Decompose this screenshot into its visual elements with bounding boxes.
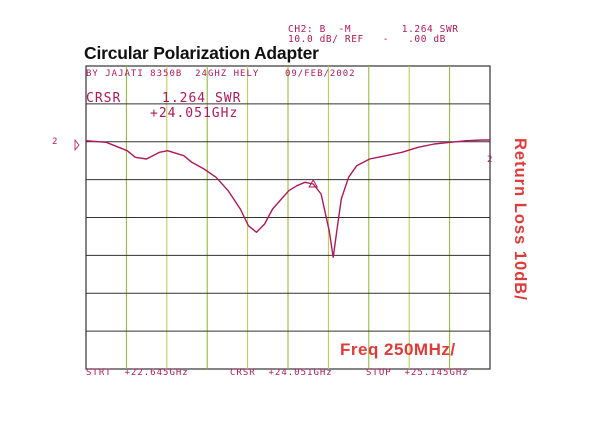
cursor-swr: 1.264 SWR bbox=[162, 91, 242, 106]
cursor-marker bbox=[308, 178, 319, 188]
x-axis-label: Freq 250MHz/ bbox=[340, 340, 456, 359]
channel-header-line1: CH2: B -M 1.264 SWR bbox=[288, 24, 459, 35]
return-loss-trace bbox=[85, 139, 490, 258]
chart-title: Circular Polarization Adapter bbox=[84, 43, 319, 63]
channel-header-line2: 10.0 dB/ REF - .00 dB bbox=[288, 34, 446, 45]
info-line: BY JAJATI 8350B 24GHZ HELY 09/FEB/2002 bbox=[86, 69, 356, 79]
cursor-freq: +24.051GHz bbox=[150, 106, 239, 121]
footer-cursor: CRSR +24.051GHz bbox=[230, 368, 333, 378]
ref-marker-right: 2 bbox=[487, 155, 493, 165]
ref-marker-left: 2 bbox=[52, 137, 58, 147]
footer-start: STRT +22.645GHz bbox=[86, 368, 189, 378]
footer-stop: STOP +25.145GHz bbox=[366, 368, 469, 378]
ref-pointer bbox=[74, 138, 80, 152]
cursor-label: CRSR bbox=[86, 91, 122, 106]
y-axis-label: Return Loss 10dB/ bbox=[511, 138, 529, 301]
